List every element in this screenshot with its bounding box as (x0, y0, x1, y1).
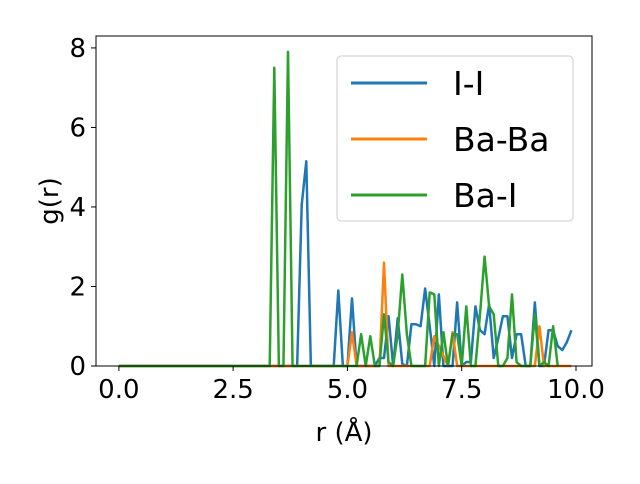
y-axis: 0 2 4 6 8 (69, 34, 96, 382)
y-tick-label: 0 (69, 352, 86, 382)
x-tick-label: 5.0 (327, 375, 368, 405)
x-tick-label: 0.0 (98, 375, 139, 405)
legend-label-1: I-I (453, 64, 484, 103)
series-line-3 (118, 50, 559, 368)
legend-label-3: Ba-I (453, 176, 518, 215)
x-axis: 0.0 2.5 5.0 7.5 10.0 (98, 366, 605, 405)
x-tick-label: 7.5 (441, 375, 482, 405)
y-axis-label: g(r) (35, 177, 65, 224)
y-tick-label: 8 (69, 34, 86, 64)
legend-box (336, 55, 574, 222)
y-tick-label: 4 (69, 193, 86, 223)
x-tick-label: 2.5 (212, 375, 253, 405)
x-axis-label: r (Å) (315, 416, 372, 448)
axes-frame (95, 35, 593, 367)
y-tick-label: 2 (69, 272, 86, 302)
x-tick-label: 10.0 (547, 375, 605, 405)
legend-label-2: Ba-Ba (453, 120, 549, 159)
y-tick-label: 6 (69, 113, 86, 143)
legend: I-I Ba-Ba Ba-I (336, 55, 574, 222)
